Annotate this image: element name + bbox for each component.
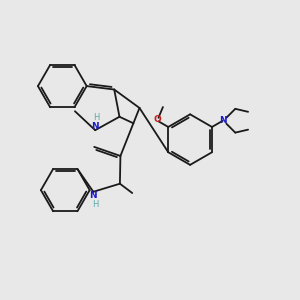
Text: O: O xyxy=(154,115,162,124)
Text: H: H xyxy=(94,112,100,122)
Text: H: H xyxy=(92,200,98,209)
Text: N: N xyxy=(92,122,99,131)
Text: N: N xyxy=(219,116,226,125)
Text: N: N xyxy=(89,191,97,200)
